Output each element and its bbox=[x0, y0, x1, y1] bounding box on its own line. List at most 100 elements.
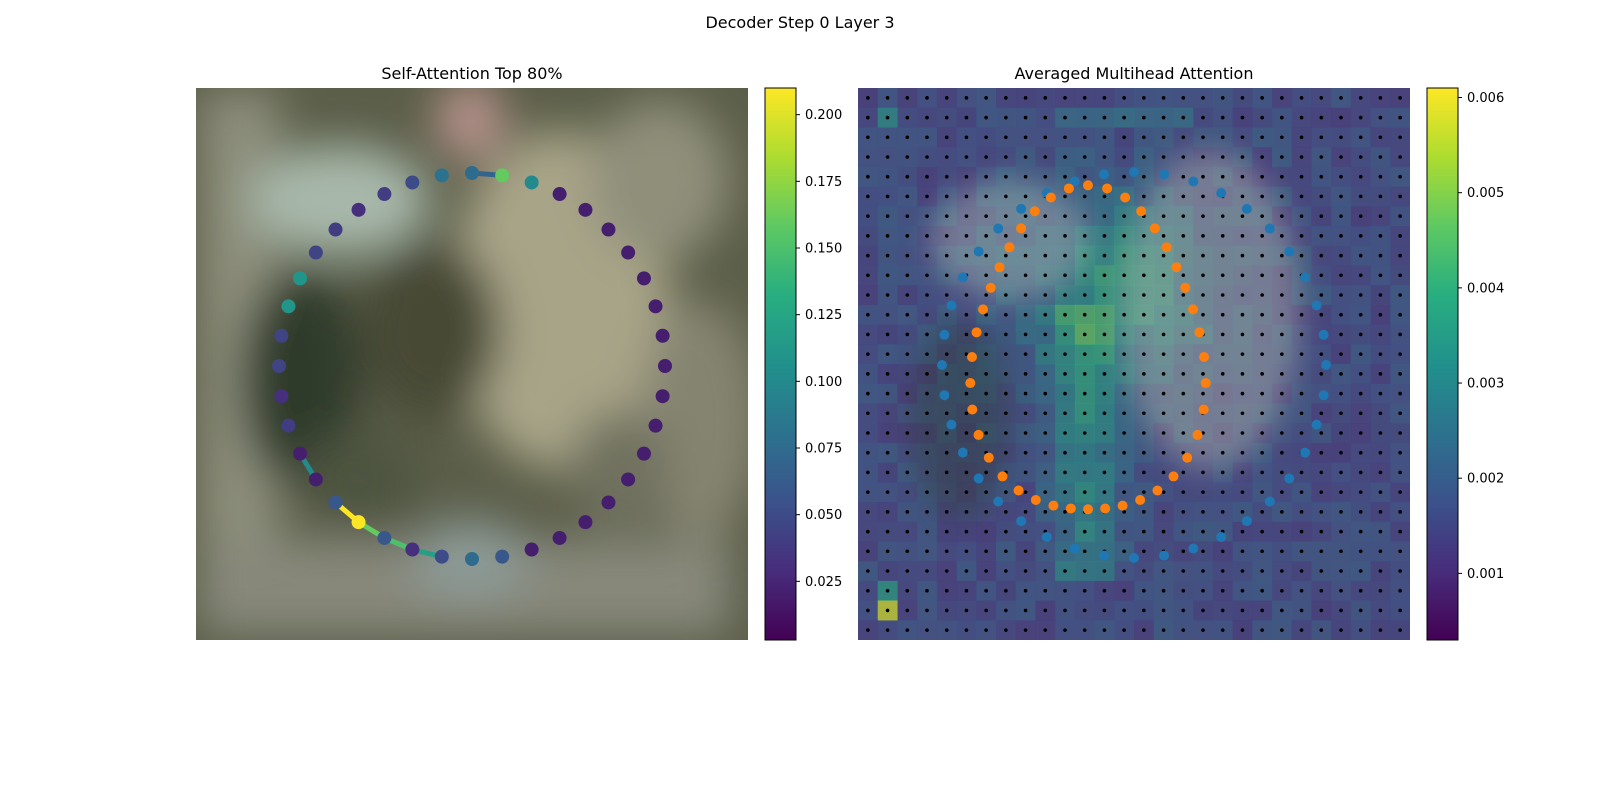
blue-series-point-13 bbox=[1300, 447, 1311, 458]
contour-point-10 bbox=[658, 359, 672, 373]
blue-series-point-15 bbox=[1264, 496, 1275, 507]
blue-series-point-31 bbox=[939, 329, 950, 340]
blue-series-point-30 bbox=[937, 360, 947, 370]
left-panel-title: Self-Attention Top 80% bbox=[381, 64, 563, 83]
contour-point-34 bbox=[308, 245, 323, 260]
contour-point-8 bbox=[648, 299, 663, 314]
right-panel-title: Averaged Multihead Attention bbox=[1014, 64, 1254, 83]
orange-series-point-26 bbox=[983, 452, 994, 463]
contour-point-30 bbox=[272, 359, 286, 373]
left-colorbar-tick-label-3: 0.100 bbox=[805, 375, 842, 390]
contour-point-6 bbox=[621, 245, 636, 260]
right-colorbar: 0.001 0.002 0.003 0.004 0.005 0.006 bbox=[1426, 87, 1504, 641]
orange-series-point-14 bbox=[1182, 452, 1193, 463]
contour-point-36 bbox=[351, 202, 366, 217]
contour-point-37 bbox=[377, 187, 392, 202]
blue-series-point-11 bbox=[1318, 390, 1329, 401]
contour-point-12 bbox=[648, 418, 663, 433]
contour-point-26 bbox=[308, 472, 323, 487]
blue-series-point-20 bbox=[1129, 553, 1139, 563]
orange-series-point-25 bbox=[997, 471, 1008, 482]
blue-series-point-39 bbox=[1098, 169, 1109, 180]
contour-point-33 bbox=[293, 271, 308, 286]
blue-series-point-36 bbox=[1016, 203, 1027, 214]
orange-series-point-22 bbox=[1048, 500, 1059, 511]
right-colorbar-tick-label-5: 0.006 bbox=[1467, 91, 1504, 106]
orange-series-point-32 bbox=[978, 304, 989, 315]
orange-series-point-24 bbox=[1013, 485, 1024, 496]
blue-series-point-32 bbox=[946, 300, 957, 311]
blue-series-point-2 bbox=[1188, 176, 1199, 187]
orange-series-point-27 bbox=[973, 429, 984, 440]
blue-series-point-29 bbox=[939, 390, 950, 401]
blue-series-point-4 bbox=[1241, 203, 1252, 214]
orange-series-point-30 bbox=[967, 352, 977, 362]
contour-point-13 bbox=[636, 446, 651, 461]
contour-point-39 bbox=[434, 168, 449, 183]
orange-series-point-5 bbox=[1161, 242, 1172, 253]
contour-series bbox=[937, 167, 1331, 563]
orange-series-point-20 bbox=[1083, 504, 1093, 515]
right-colorbar-gradient bbox=[1426, 87, 1459, 641]
right-colorbar-tick-label-1: 0.002 bbox=[1467, 472, 1504, 487]
blue-series-point-7 bbox=[1300, 272, 1311, 283]
orange-series-point-3 bbox=[1136, 206, 1147, 217]
blue-series-point-8 bbox=[1311, 300, 1322, 311]
blue-series-point-35 bbox=[993, 223, 1004, 234]
blue-series-point-19 bbox=[1159, 550, 1170, 561]
contour-point-18 bbox=[524, 542, 539, 557]
orange-series-point-9 bbox=[1194, 327, 1205, 338]
contour-point-31 bbox=[274, 328, 289, 343]
blue-series-point-3 bbox=[1216, 188, 1227, 199]
orange-series-point-37 bbox=[1029, 206, 1040, 217]
left-colorbar-tick-label-2: 0.075 bbox=[805, 442, 842, 457]
orange-series-point-1 bbox=[1102, 183, 1113, 194]
blue-series-point-27 bbox=[957, 447, 968, 458]
orange-series-point-13 bbox=[1192, 429, 1203, 440]
blue-series-point-6 bbox=[1284, 246, 1295, 257]
orange-series-point-11 bbox=[1200, 378, 1211, 389]
contour-point-32 bbox=[281, 299, 296, 314]
self-attention-points bbox=[272, 166, 672, 566]
orange-series-point-12 bbox=[1198, 404, 1209, 415]
orange-series-point-6 bbox=[1171, 262, 1182, 273]
blue-series-point-23 bbox=[1041, 531, 1052, 542]
orange-series-point-19 bbox=[1100, 503, 1111, 514]
orange-series-point-38 bbox=[1045, 192, 1056, 203]
contour-point-29 bbox=[274, 389, 289, 404]
orange-series-point-15 bbox=[1168, 471, 1179, 482]
blue-series-point-26 bbox=[973, 473, 984, 484]
contour-point-16 bbox=[578, 515, 593, 530]
left-colorbar-tick-label-7: 0.200 bbox=[805, 108, 842, 123]
contour-point-17 bbox=[552, 530, 567, 545]
contour-point-1 bbox=[495, 168, 510, 183]
contour-point-38 bbox=[405, 175, 420, 190]
left-colorbar-tick-label-0: 0.025 bbox=[805, 575, 842, 590]
blue-series-point-10 bbox=[1321, 360, 1331, 370]
orange-series-point-21 bbox=[1065, 503, 1076, 514]
contour-point-25 bbox=[328, 495, 343, 510]
contour-point-0 bbox=[465, 166, 479, 180]
blue-series-point-24 bbox=[1016, 516, 1027, 527]
contour-point-21 bbox=[434, 549, 449, 564]
contour-point-27 bbox=[293, 446, 308, 461]
blue-series-point-34 bbox=[973, 246, 984, 257]
right-colorbar-tick-label-3: 0.004 bbox=[1467, 281, 1504, 296]
orange-series-point-39 bbox=[1063, 183, 1074, 194]
blue-series-point-1 bbox=[1159, 169, 1170, 180]
contour-point-23 bbox=[377, 530, 392, 545]
contour-point-19 bbox=[495, 549, 510, 564]
blue-series-point-5 bbox=[1264, 223, 1275, 234]
contour-point-3 bbox=[552, 187, 567, 202]
right-colorbar-tick-label-0: 0.001 bbox=[1467, 567, 1504, 582]
contour-point-28 bbox=[281, 418, 296, 433]
left-colorbar-tick-label-5: 0.150 bbox=[805, 242, 842, 257]
contour-point-9 bbox=[655, 328, 670, 343]
contour-point-5 bbox=[601, 222, 616, 237]
orange-series-point-4 bbox=[1149, 223, 1160, 234]
blue-series-point-21 bbox=[1098, 550, 1109, 561]
blue-series-point-25 bbox=[993, 496, 1004, 507]
contour-point-14 bbox=[621, 472, 636, 487]
blue-series-point-12 bbox=[1311, 419, 1322, 430]
contour-point-15 bbox=[601, 495, 616, 510]
